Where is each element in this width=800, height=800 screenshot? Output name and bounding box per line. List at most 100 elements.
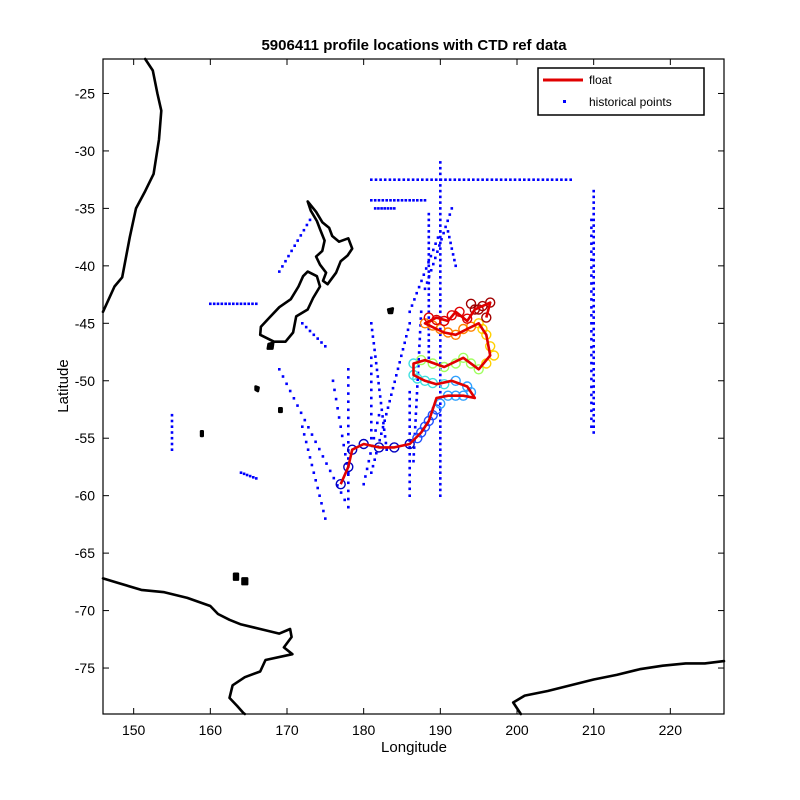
historical-point [278,270,281,273]
y-tick-label: -55 [75,430,95,446]
historical-point [377,381,380,385]
historical-point [592,304,595,308]
historical-point [439,207,442,210]
historical-point [170,436,174,440]
historical-point [569,178,572,181]
historical-point [301,322,304,325]
north-island-coast [306,200,354,286]
historical-point [378,388,381,392]
historical-point [397,178,401,181]
historical-point [485,178,489,181]
historical-point [400,199,404,202]
historical-point [408,425,411,428]
historical-point [523,178,526,181]
historical-point [318,494,321,497]
historical-point [439,258,442,262]
historical-point [408,411,411,415]
historical-point [450,207,454,210]
historical-point [408,432,411,435]
historical-point [439,356,442,360]
historical-point [407,178,410,181]
historical-point [170,448,174,451]
y-tick-label: -60 [75,488,95,504]
historical-points-layer [170,161,595,520]
y-tick-label: -50 [75,373,95,389]
historical-point [592,350,595,354]
antarctica-coast-east [511,659,726,716]
historical-point [328,469,332,473]
historical-point [322,509,325,513]
historical-point [439,293,442,296]
historical-point [592,356,595,360]
historical-point [439,442,442,446]
historical-point [239,471,243,474]
historical-point [406,328,410,332]
historical-point [388,178,392,181]
historical-point [252,476,255,479]
plot-frame [102,58,725,715]
historical-point [427,287,431,291]
historical-point [439,431,442,434]
historical-point [370,364,373,368]
stewart-island-coast [266,341,275,350]
legend-historical-swatch [563,100,566,103]
historical-point [509,178,512,181]
historical-point [592,413,595,417]
australia-coast [101,57,163,314]
historical-point [389,199,392,202]
y-axis: -25 -30 -35 -40 -45 -50 -55 -60 -65 -70 -75 [75,85,724,676]
historical-point [462,178,466,181]
historical-point [209,302,212,306]
historical-point [347,400,350,403]
historical-point [316,486,319,490]
historical-point [592,310,595,314]
historical-point [391,386,395,390]
historical-point [439,281,442,285]
historical-point [518,178,521,181]
historical-point [370,436,373,440]
historical-point [446,219,449,223]
historical-point [170,442,174,446]
historical-point [374,178,378,181]
historical-point [347,376,350,379]
historical-point [427,235,431,239]
historical-point [592,293,595,296]
historical-point [590,377,593,381]
historical-point [592,264,595,268]
historical-point [442,231,445,235]
historical-point [417,351,421,354]
y-tick-label: -25 [75,85,95,101]
historical-point [347,457,350,460]
historical-point [427,310,431,314]
historical-point [418,330,422,334]
historical-point [592,207,595,210]
historical-point [439,247,442,250]
historical-point [281,375,285,378]
historical-point [592,195,595,199]
historical-point [347,497,350,501]
historical-point [380,408,384,412]
historical-point [345,462,349,465]
plot-area [101,57,726,716]
historical-point [434,242,437,245]
historical-point [383,178,387,181]
historical-point [416,378,419,381]
historical-point [439,270,442,273]
historical-point [444,225,447,229]
historical-point [450,247,454,250]
historical-point [427,261,430,264]
x-tick-label: 170 [275,722,299,738]
historical-point [390,393,393,396]
historical-point [308,218,312,222]
historical-point [370,178,373,181]
historical-point [417,358,420,361]
historical-point [408,459,411,463]
historical-point [592,385,595,388]
historical-point [382,428,386,431]
historical-point [590,314,593,317]
historical-point [481,178,484,181]
historical-point [396,367,400,371]
historical-point [336,407,339,410]
historical-point [170,413,174,417]
historical-point [393,199,396,202]
